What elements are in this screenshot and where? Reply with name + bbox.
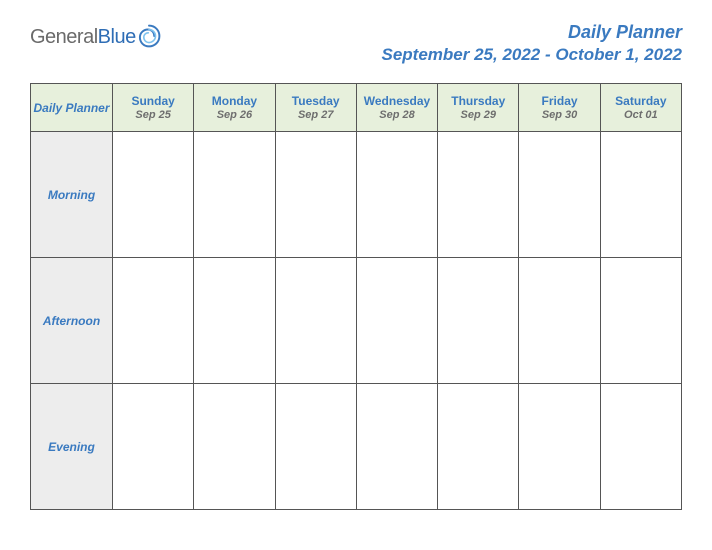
table-row: Afternoon: [31, 258, 682, 384]
logo-text-general: General: [30, 26, 98, 48]
day-date: Sep 25: [113, 109, 193, 121]
page-header: GeneralBlue Daily Planner September 25, …: [30, 22, 682, 65]
day-name: Tuesday: [276, 94, 356, 108]
corner-cell: Daily Planner: [31, 84, 113, 132]
planner-cell[interactable]: [275, 384, 356, 510]
planner-cell[interactable]: [113, 384, 194, 510]
swirl-icon: [136, 23, 162, 49]
day-header: Wednesday Sep 28: [356, 84, 437, 132]
page-title: Daily Planner: [382, 22, 683, 43]
planner-cell[interactable]: [194, 132, 275, 258]
period-label: Evening: [31, 384, 113, 510]
day-date: Sep 26: [194, 109, 274, 121]
date-range: September 25, 2022 - October 1, 2022: [382, 45, 683, 65]
period-label: Afternoon: [31, 258, 113, 384]
day-name: Thursday: [438, 94, 518, 108]
logo-text-blue: Blue: [98, 26, 136, 48]
day-name: Wednesday: [357, 94, 437, 108]
planner-cell[interactable]: [600, 384, 681, 510]
planner-cell[interactable]: [438, 132, 519, 258]
planner-table: Daily Planner Sunday Sep 25 Monday Sep 2…: [30, 83, 682, 510]
planner-cell[interactable]: [113, 258, 194, 384]
day-date: Oct 01: [601, 109, 681, 121]
title-block: Daily Planner September 25, 2022 - Octob…: [382, 22, 683, 65]
day-name: Monday: [194, 94, 274, 108]
day-header: Thursday Sep 29: [438, 84, 519, 132]
day-header: Tuesday Sep 27: [275, 84, 356, 132]
table-row: Evening: [31, 384, 682, 510]
day-date: Sep 27: [276, 109, 356, 121]
planner-cell[interactable]: [519, 132, 600, 258]
planner-cell[interactable]: [600, 258, 681, 384]
planner-cell[interactable]: [519, 258, 600, 384]
planner-cell[interactable]: [356, 384, 437, 510]
planner-cell[interactable]: [600, 132, 681, 258]
day-date: Sep 28: [357, 109, 437, 121]
day-header: Monday Sep 26: [194, 84, 275, 132]
table-row: Morning: [31, 132, 682, 258]
period-label: Morning: [31, 132, 113, 258]
planner-cell[interactable]: [438, 258, 519, 384]
planner-cell[interactable]: [356, 258, 437, 384]
planner-cell[interactable]: [113, 132, 194, 258]
header-row: Daily Planner Sunday Sep 25 Monday Sep 2…: [31, 84, 682, 132]
planner-cell[interactable]: [275, 258, 356, 384]
planner-cell[interactable]: [194, 384, 275, 510]
planner-cell[interactable]: [438, 384, 519, 510]
day-date: Sep 30: [519, 109, 599, 121]
day-name: Friday: [519, 94, 599, 108]
day-header: Saturday Oct 01: [600, 84, 681, 132]
planner-cell[interactable]: [356, 132, 437, 258]
brand-logo: GeneralBlue: [30, 22, 162, 49]
day-name: Sunday: [113, 94, 193, 108]
day-header: Friday Sep 30: [519, 84, 600, 132]
day-date: Sep 29: [438, 109, 518, 121]
planner-cell[interactable]: [275, 132, 356, 258]
planner-cell[interactable]: [194, 258, 275, 384]
day-header: Sunday Sep 25: [113, 84, 194, 132]
planner-cell[interactable]: [519, 384, 600, 510]
day-name: Saturday: [601, 94, 681, 108]
